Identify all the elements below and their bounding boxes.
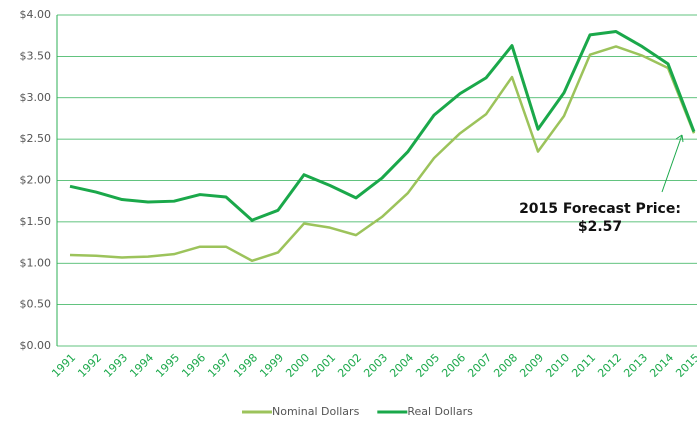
y-tick-label: $0.50 bbox=[20, 298, 52, 311]
x-tick-label: 1994 bbox=[127, 351, 156, 380]
y-tick-label: $2.00 bbox=[20, 174, 52, 187]
legend-label: Real Dollars bbox=[407, 405, 473, 418]
x-tick-label: 1996 bbox=[179, 351, 208, 380]
x-tick-label: 1995 bbox=[153, 351, 182, 380]
x-tick-label: 2014 bbox=[647, 351, 676, 380]
annotation: 2015 Forecast Price: bbox=[519, 201, 681, 217]
line-series bbox=[69, 30, 696, 222]
x-tick-label: 2010 bbox=[543, 351, 572, 380]
x-tick-label: 2015 bbox=[673, 351, 697, 380]
y-tick-label: $1.50 bbox=[20, 215, 52, 228]
y-tick-label: $0.00 bbox=[20, 339, 52, 352]
x-tick-label: 2003 bbox=[361, 351, 390, 380]
x-tick-label: 1999 bbox=[257, 351, 286, 380]
x-tick-label: 1993 bbox=[101, 351, 130, 380]
x-tick-label: 2007 bbox=[465, 351, 494, 380]
x-tick-label: 2013 bbox=[621, 351, 650, 380]
y-tick-label: $3.00 bbox=[20, 91, 52, 104]
x-tick-label: 2005 bbox=[413, 351, 442, 380]
x-tick-label: 2006 bbox=[439, 351, 468, 380]
x-tick-label: 1997 bbox=[205, 351, 234, 380]
y-tick-label: $4.00 bbox=[20, 8, 52, 21]
x-tick-label: 2002 bbox=[335, 351, 364, 380]
x-tick-label: 2009 bbox=[517, 351, 546, 380]
y-tick-label: $2.50 bbox=[20, 132, 52, 145]
y-tick-label: $1.00 bbox=[20, 256, 52, 269]
x-tick-label: 2000 bbox=[283, 351, 312, 380]
x-tick-label: 1998 bbox=[231, 351, 260, 380]
x-tick-label: 1991 bbox=[49, 351, 78, 380]
x-tick-label: 2004 bbox=[387, 351, 416, 380]
legend-label: Nominal Dollars bbox=[272, 405, 360, 418]
annotation-arrow bbox=[661, 134, 683, 193]
x-tick-label: 2001 bbox=[309, 351, 338, 380]
x-tick-label: 1992 bbox=[75, 351, 104, 380]
annotation-arrowhead bbox=[675, 134, 684, 143]
line-series bbox=[69, 45, 696, 263]
x-tick-label: 2012 bbox=[595, 351, 624, 380]
x-tick-label: 2011 bbox=[569, 351, 598, 380]
y-tick-label: $3.50 bbox=[20, 49, 52, 62]
x-tick-label: 2008 bbox=[491, 351, 520, 380]
annotation: $2.57 bbox=[578, 219, 622, 235]
